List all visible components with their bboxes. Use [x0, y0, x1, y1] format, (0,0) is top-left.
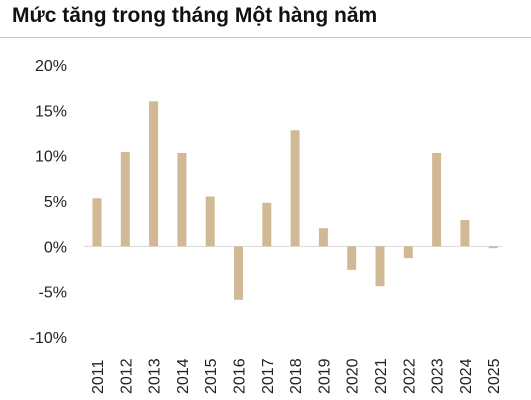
x-tick-label-2017: 2017 [260, 358, 277, 394]
bar-2013 [149, 101, 159, 247]
bar-2024 [460, 220, 470, 247]
bar-2015 [205, 196, 215, 247]
x-tick-label-2023: 2023 [430, 358, 447, 394]
bar-2012 [120, 152, 130, 247]
y-tick-label: 5% [44, 194, 67, 211]
x-tick-label-2012: 2012 [118, 358, 135, 394]
x-tick-label-2018: 2018 [288, 358, 305, 394]
x-tick-label-2015: 2015 [203, 358, 220, 394]
y-tick-label: 15% [35, 103, 67, 120]
x-tick-label-2024: 2024 [458, 358, 475, 394]
x-tick-label-2022: 2022 [401, 358, 418, 394]
bar-2023 [432, 152, 442, 247]
y-tick-label: -10% [30, 330, 67, 347]
chart-title: Mức tăng trong tháng Một hàng năm [12, 4, 378, 27]
bar-2016 [234, 246, 243, 300]
y-tick-label: 10% [35, 149, 67, 166]
bar-2022 [403, 246, 413, 259]
y-tick-label: -5% [39, 285, 67, 302]
bar-series [92, 101, 498, 300]
bar-2018 [290, 130, 300, 247]
x-tick-label-2020: 2020 [345, 358, 362, 394]
x-tick-label-2021: 2021 [373, 358, 390, 394]
bar-2017 [262, 202, 272, 247]
bar-2025 [488, 246, 498, 249]
bar-2021 [375, 246, 385, 287]
x-tick-label-2011: 2011 [90, 359, 107, 394]
bar-2019 [318, 228, 328, 247]
x-tick-label-2013: 2013 [147, 358, 164, 394]
bar-2020 [347, 246, 357, 270]
bar-2014 [177, 152, 187, 247]
x-tick-label-2016: 2016 [232, 358, 249, 394]
bar-2011 [92, 198, 102, 247]
x-tick-label-2019: 2019 [316, 358, 333, 394]
y-tick-label: 0% [44, 239, 67, 256]
title-divider [0, 37, 531, 38]
x-tick-label-2014: 2014 [175, 358, 192, 394]
x-tick-label-2025: 2025 [486, 358, 503, 394]
y-tick-label: 20% [35, 58, 67, 75]
x-axis: 2011 2012 2013 2014 2015 2016 2017 2018 2019 2020… [90, 358, 503, 394]
